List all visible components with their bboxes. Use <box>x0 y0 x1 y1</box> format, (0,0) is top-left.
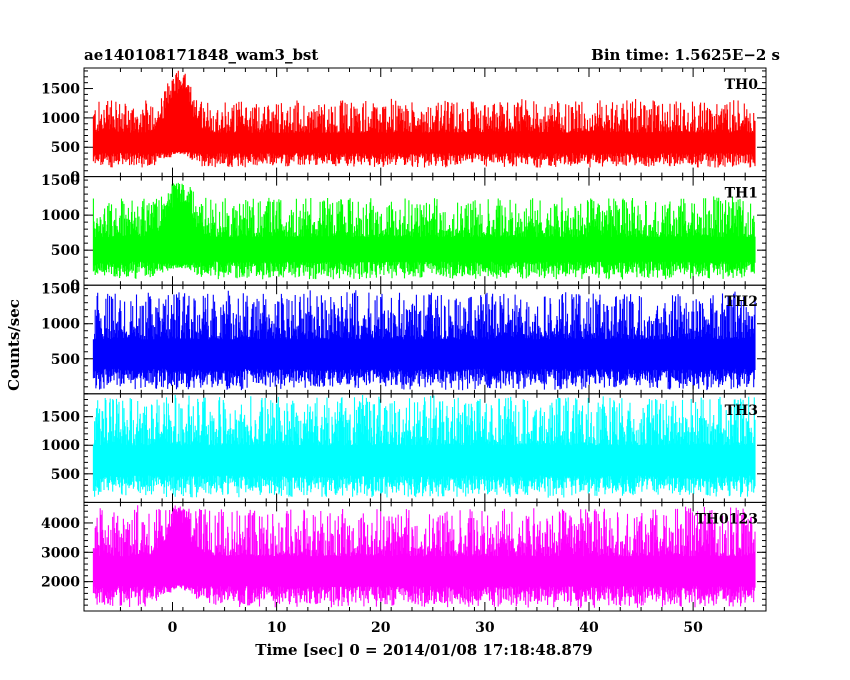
y-tick-label-th3: 1500 <box>41 410 80 426</box>
y-edge-label-th1: 1500 <box>41 173 80 189</box>
y-tick-label-th2: 500 <box>51 352 80 368</box>
y-tick-label-th1: 1000 <box>41 208 80 224</box>
bin-time-label: Bin time: 1.5625E−2 s <box>591 46 780 64</box>
panel-label-th2: TH2 <box>725 294 758 310</box>
x-tick-label: 10 <box>267 620 287 636</box>
y-tick-label-th0123: 2000 <box>41 575 80 591</box>
panel-th2: 500 1000 1500 TH2 <box>41 282 767 395</box>
panel-frame-th0123 <box>83 501 767 612</box>
x-tick-label: 20 <box>371 620 391 636</box>
panel-label-th0123: TH0123 <box>695 511 758 527</box>
panel-label-th1: TH1 <box>725 186 758 202</box>
x-axis-label: Time [sec] 0 = 2014/01/08 17:18:48.879 <box>255 641 592 659</box>
panels-layer: 500100015000TH0500100001500TH15001000150… <box>41 67 767 636</box>
panel-th3: 500 1000 1500 TH3 <box>41 393 767 503</box>
y-tick-label-th0: 1000 <box>41 111 80 127</box>
lightcurve-th1 <box>92 182 756 280</box>
y-axis-label: Counts/sec <box>5 299 23 391</box>
y-tick-label-th0: 1500 <box>41 82 80 98</box>
y-tick-label-th1: 500 <box>51 243 80 259</box>
x-tick-label: 0 <box>168 620 178 636</box>
panel-th0123: 2000 3000 4000 TH0123 <box>41 501 767 612</box>
y-tick-label-th2: 1000 <box>41 317 80 333</box>
y-edge-label-th2: 1500 <box>41 282 80 298</box>
x-tick-label: 30 <box>475 620 495 636</box>
y-tick-label-th3: 1000 <box>41 438 80 454</box>
panel-label-th3: TH3 <box>725 403 758 419</box>
panel-label-th0: TH0 <box>725 77 759 93</box>
y-tick-label-th0123: 3000 <box>41 545 80 561</box>
chart-title: ae140108171848_wam3_bst <box>84 46 318 64</box>
y-edge-label-th0: 0 <box>70 170 80 186</box>
lightcurve-th0 <box>92 70 756 168</box>
lightcurve-th3 <box>92 395 756 498</box>
y-tick-label-th0123: 4000 <box>41 516 80 532</box>
y-tick-label-th3: 500 <box>51 467 80 483</box>
x-tick-label: 50 <box>683 620 703 636</box>
lightcurve-th0123 <box>92 505 756 608</box>
y-edge-label-th1: 0 <box>70 278 80 294</box>
x-tick-label: 40 <box>579 620 599 636</box>
lightcurve-th2 <box>92 290 756 391</box>
y-tick-label-th0: 500 <box>51 140 80 156</box>
